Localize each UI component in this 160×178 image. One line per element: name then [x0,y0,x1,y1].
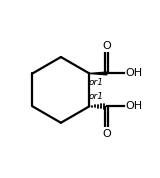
Text: OH: OH [125,101,142,111]
Text: O: O [102,41,111,51]
Text: or1: or1 [88,78,103,87]
Polygon shape [89,72,107,75]
Text: or1: or1 [88,92,103,101]
Text: OH: OH [125,69,142,78]
Text: O: O [102,129,111,139]
